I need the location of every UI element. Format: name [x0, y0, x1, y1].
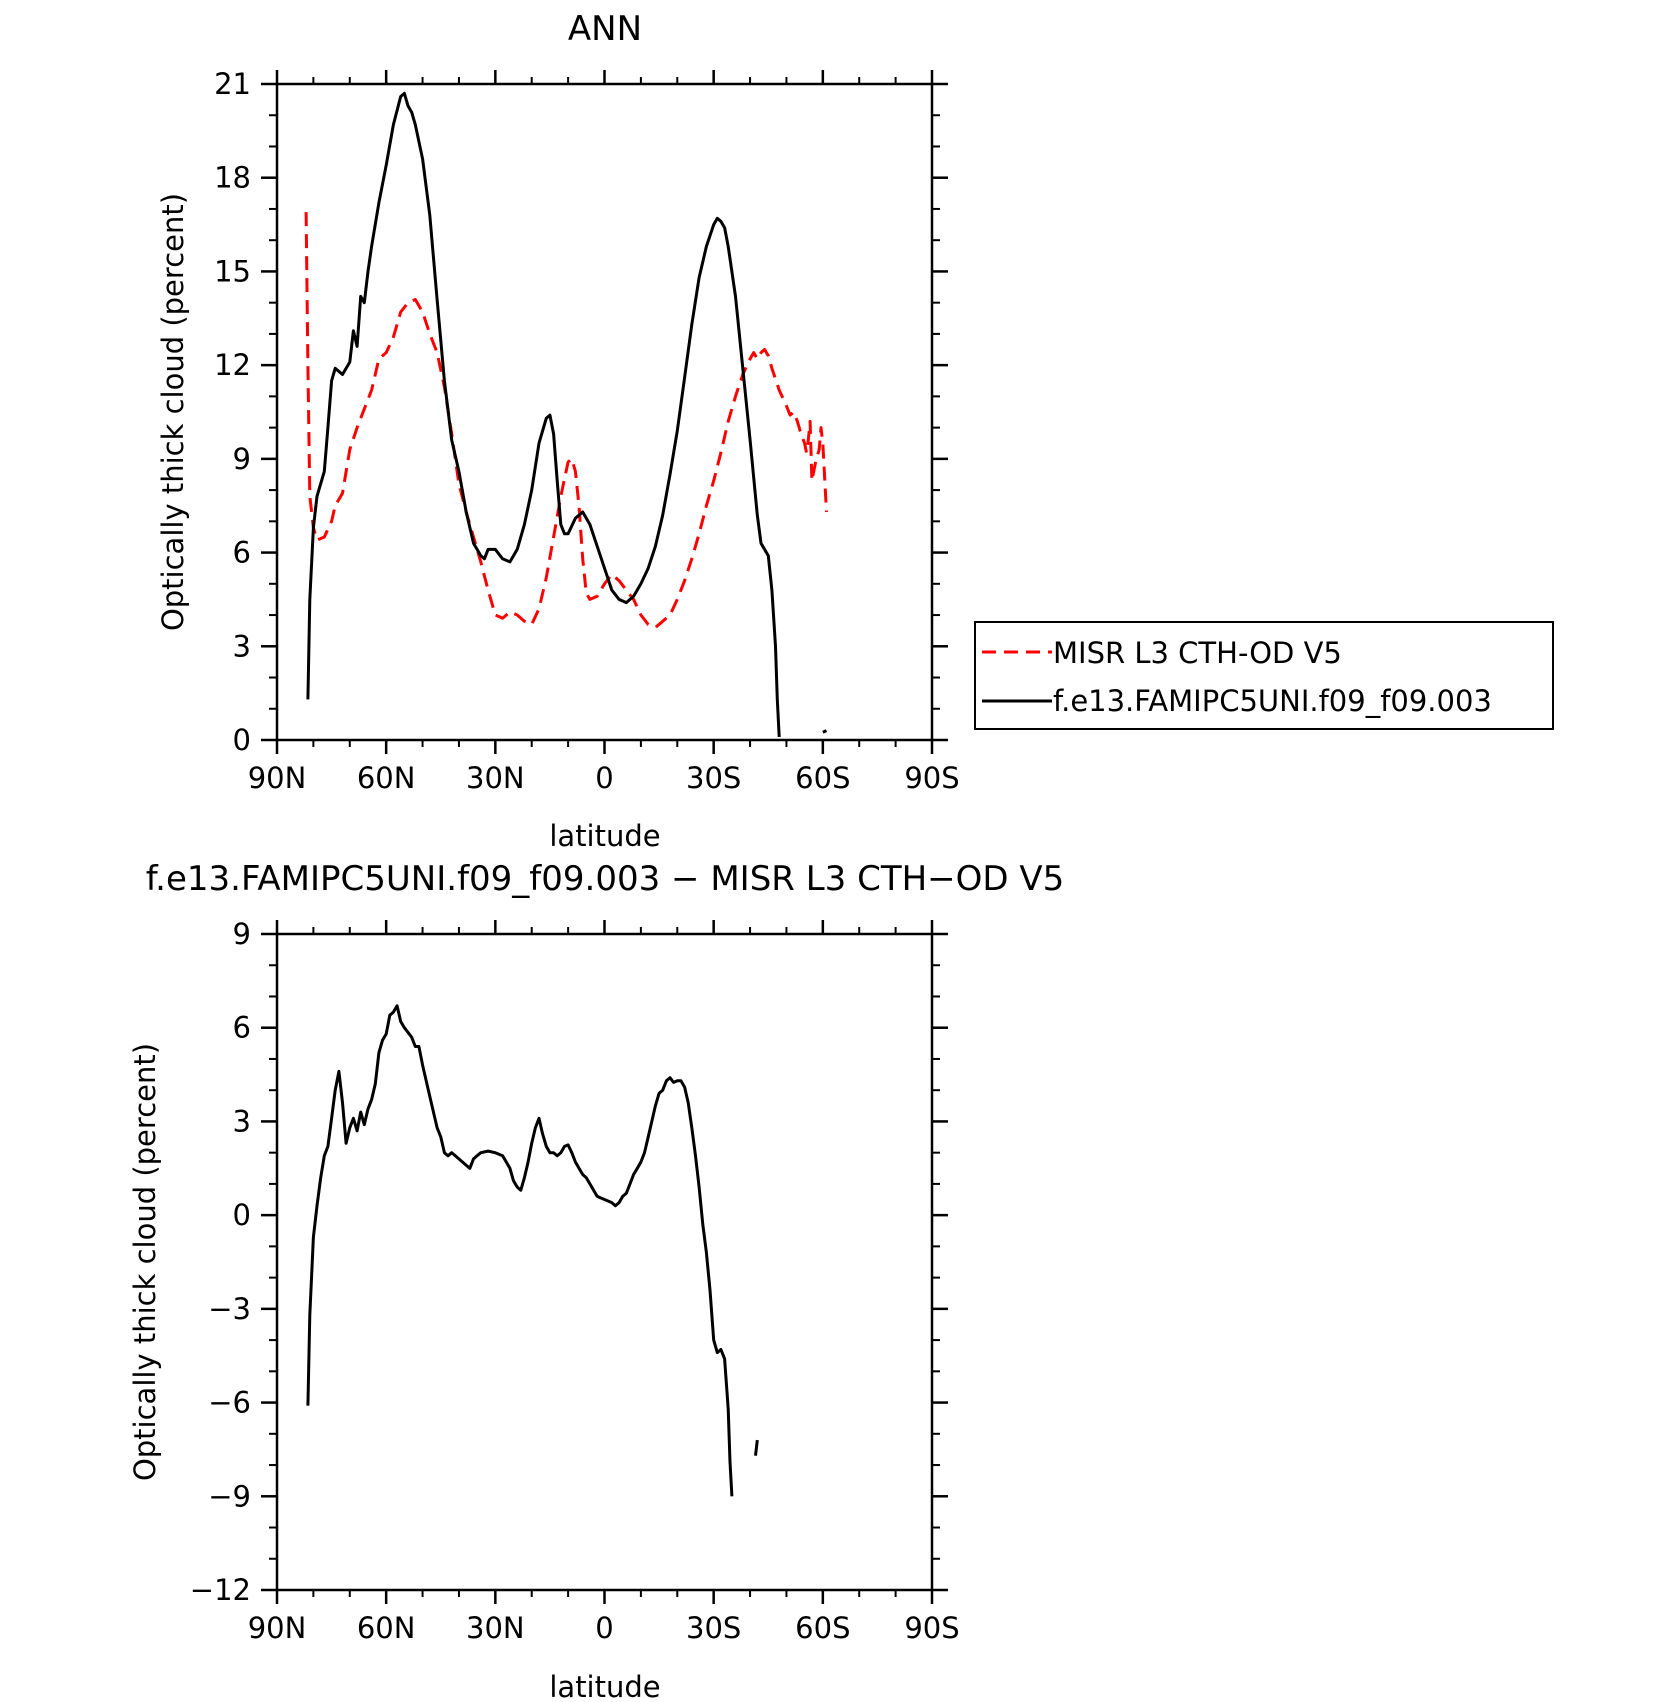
x-tick-label: 60N [357, 1611, 416, 1645]
y-tick-label: 21 [214, 67, 251, 101]
series-line-series-0 [754, 1439, 759, 1456]
y-tick-label: 6 [233, 536, 251, 570]
x-tick-label: 0 [595, 761, 613, 795]
y-tick-label: −12 [190, 1573, 251, 1607]
y-tick-label: 3 [233, 629, 251, 663]
legend-box [974, 621, 1554, 730]
bottom-plot-frame [275, 932, 934, 1592]
bottom-x-axis-label: latitude [549, 1670, 660, 1702]
y-tick-label: 9 [233, 442, 251, 476]
y-tick-label: 0 [233, 1198, 251, 1232]
y-tick-label: −3 [208, 1292, 251, 1326]
top-series-lines [304, 91, 828, 737]
x-tick-label: 30N [466, 1611, 525, 1645]
top-x-axis-label: latitude [549, 819, 660, 853]
x-tick-label: 90S [904, 1611, 959, 1645]
y-tick-label: 6 [233, 1011, 251, 1045]
series-line-series-0 [306, 1004, 734, 1497]
x-tick-label: 90N [248, 761, 307, 795]
top-x-tick-labels: 90N 60N 30N 0 30S 60S 90S [248, 761, 960, 795]
x-tick-label: 60S [795, 761, 850, 795]
x-tick-label: 30S [686, 761, 741, 795]
bottom-series-lines [306, 1004, 759, 1497]
legend-label-model: f.e13.FAMIPC5UNI.f09_f09.003 [1053, 684, 1492, 718]
legend: MISR L3 CTH-OD V5 f.e13.FAMIPC5UNI.f09_f… [974, 621, 1554, 730]
x-tick-label: 90S [904, 761, 959, 795]
top-axis-ticks [261, 70, 948, 754]
top-y-axis-label: Optically thick cloud (percent) [156, 193, 190, 631]
y-tick-label: 9 [233, 917, 251, 951]
x-tick-label: 60N [357, 761, 416, 795]
top-plot-frame [275, 82, 934, 742]
series-line-f-e13-famipc5uni-f09-f09-003 [306, 91, 781, 737]
legend-label-misr: MISR L3 CTH-OD V5 [1053, 636, 1342, 670]
bottom-axis-ticks [261, 920, 948, 1604]
series-line-misr-l3-cth-od-v5 [304, 212, 828, 629]
x-tick-label: 60S [795, 1611, 850, 1645]
bottom-panel: f.e13.FAMIPC5UNI.f09_f09.003 − MISR L3 C… [128, 859, 1064, 1702]
bottom-y-axis-label: Optically thick cloud (percent) [128, 1043, 162, 1481]
x-tick-label: 30N [466, 761, 525, 795]
y-tick-label: 0 [233, 723, 251, 757]
x-tick-label: 30S [686, 1611, 741, 1645]
y-tick-label: 3 [233, 1104, 251, 1138]
series-line-f-e13-famipc5uni-f09-f09-003 [822, 729, 828, 734]
top-panel-title: ANN [568, 9, 642, 49]
top-panel: ANN 90N 60N 30N 0 30S 60S 90S 0 3 6 9 12 15 18 21 lat… [156, 9, 960, 853]
x-tick-label: 90N [248, 1611, 307, 1645]
x-tick-label: 0 [595, 1611, 613, 1645]
y-tick-label: 18 [214, 161, 251, 195]
top-y-tick-labels: 0 3 6 9 12 15 18 21 [214, 67, 251, 757]
bottom-x-tick-labels: 90N 60N 30N 0 30S 60S 90S [248, 1611, 960, 1645]
y-tick-label: 12 [214, 348, 251, 382]
bottom-y-tick-labels: −12 −9 −6 −3 0 3 6 9 [190, 917, 251, 1607]
bottom-panel-title: f.e13.FAMIPC5UNI.f09_f09.003 − MISR L3 C… [146, 859, 1065, 899]
y-tick-label: −6 [208, 1386, 251, 1420]
y-tick-label: 15 [214, 254, 251, 288]
y-tick-label: −9 [208, 1479, 251, 1513]
